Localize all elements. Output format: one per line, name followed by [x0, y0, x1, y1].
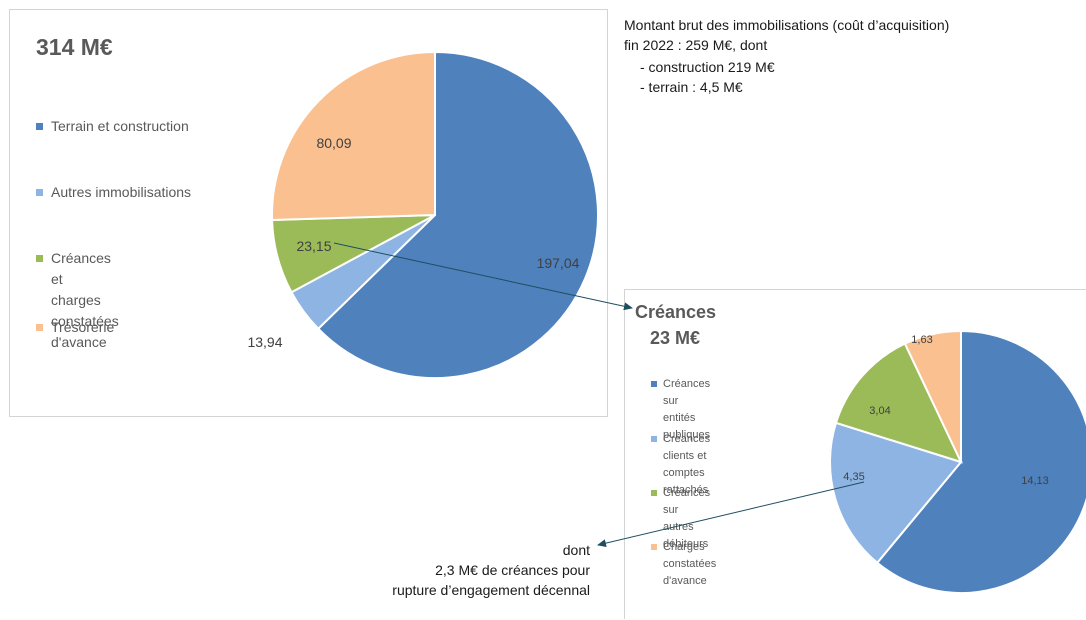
legend-label: Charges constatées d'avance [663, 541, 717, 587]
pie-data-label: 13,94 [247, 334, 282, 350]
creances-chart-subtitle: 23 M€ [650, 328, 701, 348]
connector-arrows [333, 242, 865, 548]
note-line: 2,3 M€ de créances pour [435, 562, 590, 578]
legend-label: Créances et charges constatées d'avance [51, 250, 119, 350]
pie-data-label: 14,13 [1021, 475, 1049, 487]
pie-data-label: 197,04 [537, 255, 580, 271]
legend-item-tresorerie: Trésorerie [36, 317, 114, 338]
pie-slice [834, 342, 963, 464]
legend-item-autres: Autres immobilisations [36, 182, 191, 203]
arrow-to-creances-chart [333, 242, 633, 311]
legend-label: Terrain et construction [51, 118, 189, 134]
legend-label: Trésorerie [51, 319, 115, 335]
legend-swatch [651, 490, 657, 496]
note-item: - terrain : 4,5 M€ [640, 79, 743, 95]
legend-label: Créances sur entités publiques [663, 378, 711, 441]
note-line: fin 2022 : 259 M€, dont [624, 37, 768, 53]
pie-slice [875, 329, 1086, 594]
note-item: - construction 219 M€ [640, 59, 775, 75]
main-chart-panel: 314 M€ Terrain et construction Autres im… [9, 9, 608, 417]
legend-swatch [36, 255, 43, 262]
note-line: Montant brut des immobilisations (coût d… [624, 17, 950, 33]
legend-item-clients: Créances clients et comptes rattachés [651, 431, 710, 499]
legend-swatch [36, 324, 43, 331]
pie-slice [829, 421, 963, 565]
pie-data-label: 1,63 [911, 334, 932, 346]
main-pie-chart: 197,04 13,94 23,15 80,09 [247, 50, 599, 379]
legend-item-charges-constatees: Charges constatées d'avance [651, 539, 716, 590]
pie-data-label: 3,04 [869, 405, 890, 417]
pie-data-label: 23,15 [296, 238, 331, 254]
legend-item-creances: Créances et charges constatées d'avance [36, 248, 119, 353]
creances-chart-panel: Créances 23 M€ Créances sur entités publ… [624, 289, 1086, 619]
legend-swatch [651, 544, 657, 550]
immobilisations-note: Montant brut des immobilisations (coût d… [624, 15, 949, 97]
pie-data-label: 4,35 [843, 471, 864, 483]
creances-chart-title: Créances [635, 302, 717, 322]
main-chart-title: 314 M€ [36, 34, 113, 60]
legend-label: Autres immobilisations [51, 184, 192, 200]
creances-pie-chart: 14,13 4,35 3,04 1,63 [829, 329, 1086, 594]
creances-detail-note: dont 2,3 M€ de créances pour rupture d’e… [392, 540, 590, 600]
legend-item-terrain: Terrain et construction [36, 116, 189, 137]
legend-swatch [36, 123, 43, 130]
pie-slice [271, 50, 436, 222]
note-line: dont [562, 542, 590, 558]
legend-label: Créances sur autres débiteurs [663, 487, 711, 550]
pie-slice [316, 50, 599, 379]
legend-item-entites-publiques: Créances sur entités publiques [651, 376, 710, 444]
note-line: rupture d’engagement décennal [392, 582, 590, 598]
legend-swatch [36, 189, 43, 196]
legend-item-autres-debiteurs: Créances sur autres débiteurs [651, 485, 710, 553]
pie-slice [903, 329, 962, 463]
legend-swatch [651, 436, 657, 442]
pie-data-label: 80,09 [316, 135, 351, 151]
arrow-to-creances-note [597, 481, 865, 548]
legend-swatch [651, 381, 657, 387]
legend-label: Créances clients et comptes rattachés [663, 433, 711, 496]
